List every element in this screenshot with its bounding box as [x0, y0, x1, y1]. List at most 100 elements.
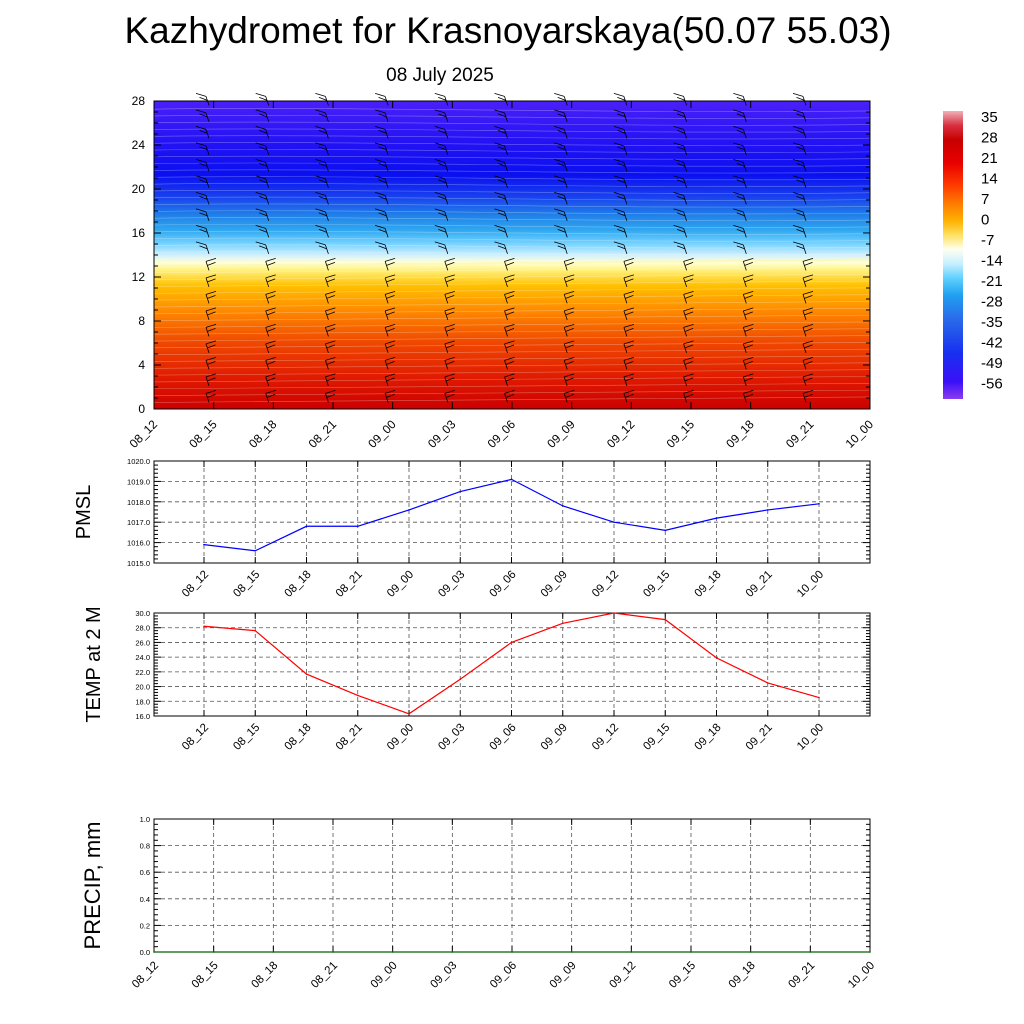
pmsl-point — [561, 505, 564, 507]
isotherm-line — [153, 169, 871, 174]
y-tick-label: 0.6 — [140, 868, 150, 877]
plot-area — [154, 461, 870, 563]
wind-barb — [613, 208, 628, 222]
wind-barb — [802, 373, 814, 387]
x-tick-label: 09_03 — [436, 722, 467, 753]
isotherm-line — [153, 114, 871, 119]
wind-barb — [563, 340, 575, 354]
pmsl-point — [459, 490, 462, 493]
x-tick-label: 09_18 — [727, 960, 758, 991]
wind-barb — [623, 373, 635, 387]
wind-barb — [673, 159, 687, 172]
wind-barb — [195, 241, 210, 255]
x-tick-label: 08_18 — [283, 722, 314, 753]
y-tick-label: 28 — [132, 94, 146, 108]
isotherm-line — [153, 121, 871, 126]
y-tick-label: 1.0 — [140, 815, 150, 824]
wind-barb — [265, 258, 276, 271]
temp-2m-point — [715, 657, 718, 659]
x-tick-label: 09_06 — [488, 722, 519, 753]
wind-barb — [325, 373, 336, 387]
wind-barb — [205, 357, 217, 370]
wind-barb — [554, 225, 568, 238]
wind-barb — [673, 192, 687, 205]
wind-barb — [434, 241, 449, 255]
precip-point — [869, 951, 871, 953]
y-tick-label: 28.0 — [135, 624, 150, 633]
wind-barb — [374, 192, 389, 205]
wind-barb — [802, 291, 814, 304]
temp-2m-point — [664, 618, 667, 621]
wind-barb — [563, 373, 575, 387]
wind-barb — [494, 208, 508, 222]
wind-barb — [265, 340, 276, 354]
wind-barb — [673, 225, 687, 238]
wind-barb — [434, 126, 449, 139]
freezing-level-line — [154, 258, 871, 267]
x-tick-label: 08_21 — [306, 417, 340, 451]
x-tick-label: 08_15 — [190, 960, 221, 991]
isotherm-line — [153, 189, 871, 194]
temp-2m-point — [459, 678, 462, 681]
colorbar-label: -49 — [981, 355, 1003, 372]
wind-barb — [733, 142, 747, 156]
wind-barb — [504, 258, 515, 271]
isotherm-line — [153, 251, 871, 256]
wind-barb — [802, 340, 814, 354]
isotherm-line — [153, 244, 871, 249]
wind-barb — [255, 175, 270, 189]
wind-barb — [374, 109, 389, 123]
wind-barb — [733, 175, 747, 189]
precip-point — [809, 951, 812, 953]
wind-barb — [325, 291, 336, 304]
colorbar-label: 7 — [981, 191, 989, 208]
precip-point — [272, 951, 275, 953]
x-tick-label: 09_15 — [641, 722, 672, 753]
x-tick-label: 09_09 — [539, 722, 570, 753]
y-tick-label: 4 — [138, 358, 145, 372]
wind-barbs — [195, 93, 814, 403]
wind-barb — [434, 225, 449, 238]
x-tick-label: 08_21 — [334, 569, 365, 600]
wind-barb — [504, 340, 515, 354]
precip-point — [749, 951, 752, 953]
y-tick-label: 1016.0 — [127, 539, 150, 548]
wind-barb — [195, 142, 210, 156]
y-tick-label: 24.0 — [135, 653, 150, 662]
wind-barb — [623, 274, 635, 288]
pmsl-axis-title: PMSL — [73, 485, 95, 539]
wind-barb — [683, 291, 694, 304]
wind-barb — [255, 192, 270, 205]
wind-barb — [374, 208, 389, 222]
wind-barb — [255, 225, 270, 238]
temp-2m-point — [305, 673, 308, 675]
isotherm-line — [153, 128, 871, 133]
isotherm-line — [153, 176, 871, 181]
wind-barb — [384, 373, 396, 387]
wind-barb — [792, 192, 807, 205]
wind-barb — [325, 307, 336, 321]
precip-point — [153, 951, 155, 953]
x-tick-label: 09_03 — [428, 960, 459, 991]
wind-barb — [205, 373, 217, 387]
wind-barb — [742, 291, 754, 304]
wind-barb — [504, 390, 515, 403]
colorbar-label: -42 — [981, 335, 1003, 352]
wind-barb — [384, 274, 396, 288]
y-tick-label: 18.0 — [135, 697, 150, 706]
wind-barb — [255, 208, 270, 222]
x-tick-label: 09_15 — [667, 960, 698, 991]
x-tick-label: 09_00 — [369, 960, 400, 991]
wind-barb — [265, 390, 276, 403]
wind-barb — [434, 159, 449, 172]
wind-barb — [205, 274, 217, 288]
wind-barb — [742, 274, 754, 288]
pmsl-panel: 1015.0 1016.0 1017.0 1018.0 1019.0 1020.0 08_1… — [73, 457, 871, 600]
x-tick-label: 09_06 — [485, 417, 519, 451]
wind-barb — [315, 109, 329, 123]
wind-barb — [494, 192, 508, 205]
precip-point — [451, 951, 454, 953]
wind-barb — [504, 357, 515, 370]
pmsl-point — [203, 543, 205, 546]
x-tick-label: 09_12 — [607, 960, 638, 991]
